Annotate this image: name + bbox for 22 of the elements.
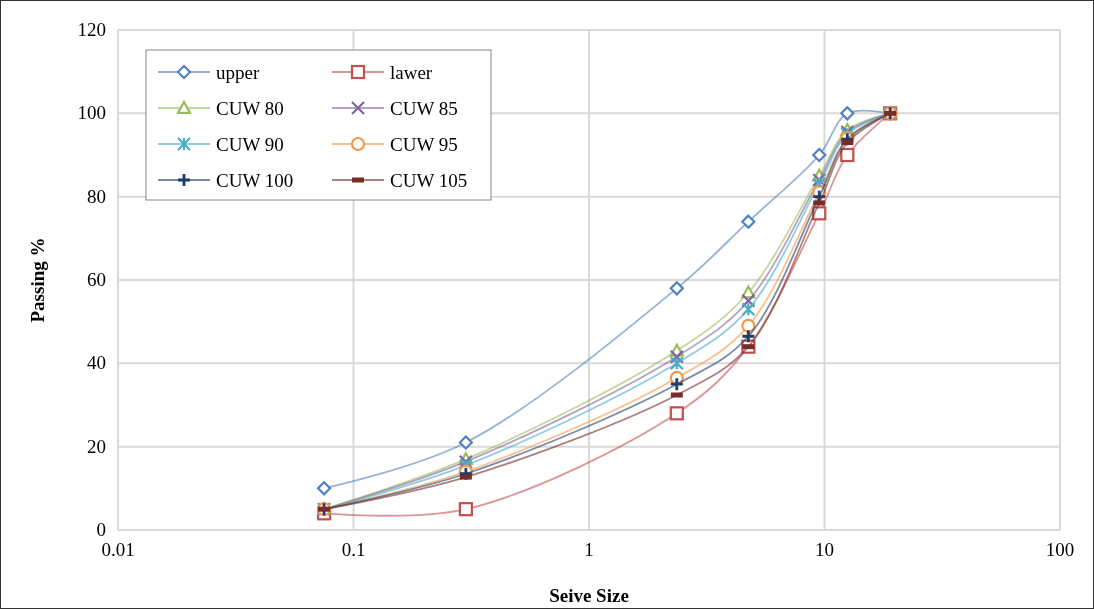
- y-tick-label: 20: [87, 435, 106, 457]
- y-axis-title: Passing %: [27, 237, 48, 323]
- legend-label: CUW 90: [216, 134, 284, 155]
- y-tick-label: 120: [77, 19, 106, 40]
- legend-label: CUW 80: [216, 98, 284, 119]
- x-tick-label: 100: [1045, 539, 1075, 560]
- legend-label: upper: [216, 62, 260, 83]
- x-tick-label: 1: [584, 539, 594, 560]
- y-tick-label: 80: [87, 185, 106, 207]
- legend-label: CUW 100: [216, 170, 294, 191]
- x-tick-label: 0.1: [341, 539, 366, 560]
- legend-label: CUW 85: [390, 98, 458, 119]
- x-axis-title: Seive Size: [549, 585, 629, 606]
- y-tick-label: 0: [96, 519, 106, 540]
- y-tick-label: 60: [87, 269, 106, 290]
- y-tick-label: 100: [77, 102, 106, 124]
- legend-label: CUW 105: [390, 170, 468, 191]
- y-tick-label: 40: [87, 352, 106, 374]
- x-tick-label: 0.01: [101, 539, 135, 560]
- legend-label: lawer: [390, 62, 433, 83]
- legend-label: CUW 95: [390, 134, 458, 155]
- x-tick-label: 10: [815, 539, 834, 560]
